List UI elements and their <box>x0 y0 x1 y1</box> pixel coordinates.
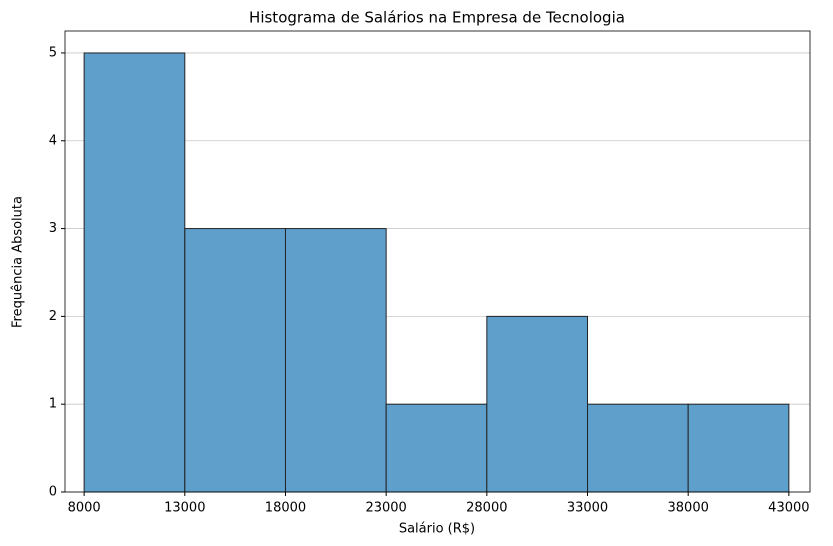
x-tick-label: 13000 <box>164 501 205 516</box>
x-tick-label: 8000 <box>68 501 101 516</box>
y-tick-label: 3 <box>49 221 57 236</box>
x-tick-label: 33000 <box>567 501 608 516</box>
bar <box>83 52 186 493</box>
y-tick-label: 5 <box>49 45 57 60</box>
chart-title: Histograma de Salários na Empresa de Tec… <box>249 9 625 27</box>
y-axis-label: Frequência Absoluta <box>11 196 26 328</box>
bar <box>184 228 286 493</box>
plot-frame <box>64 30 811 493</box>
bar <box>284 228 387 493</box>
bar <box>587 403 689 493</box>
x-axis-label: Salário (R$) <box>399 522 475 537</box>
y-tick-label: 2 <box>49 309 57 324</box>
bar <box>687 403 790 493</box>
bar <box>385 403 488 493</box>
x-tick-label: 28000 <box>466 501 507 516</box>
x-tick-label: 43000 <box>768 501 809 516</box>
x-tick-label: 38000 <box>668 501 709 516</box>
y-tick-label: 4 <box>49 133 57 148</box>
bar <box>486 315 589 493</box>
y-tick-label: 1 <box>49 397 57 412</box>
x-tick-label: 18000 <box>265 501 306 516</box>
x-tick-label: 23000 <box>365 501 406 516</box>
y-tick-label: 0 <box>49 485 57 500</box>
